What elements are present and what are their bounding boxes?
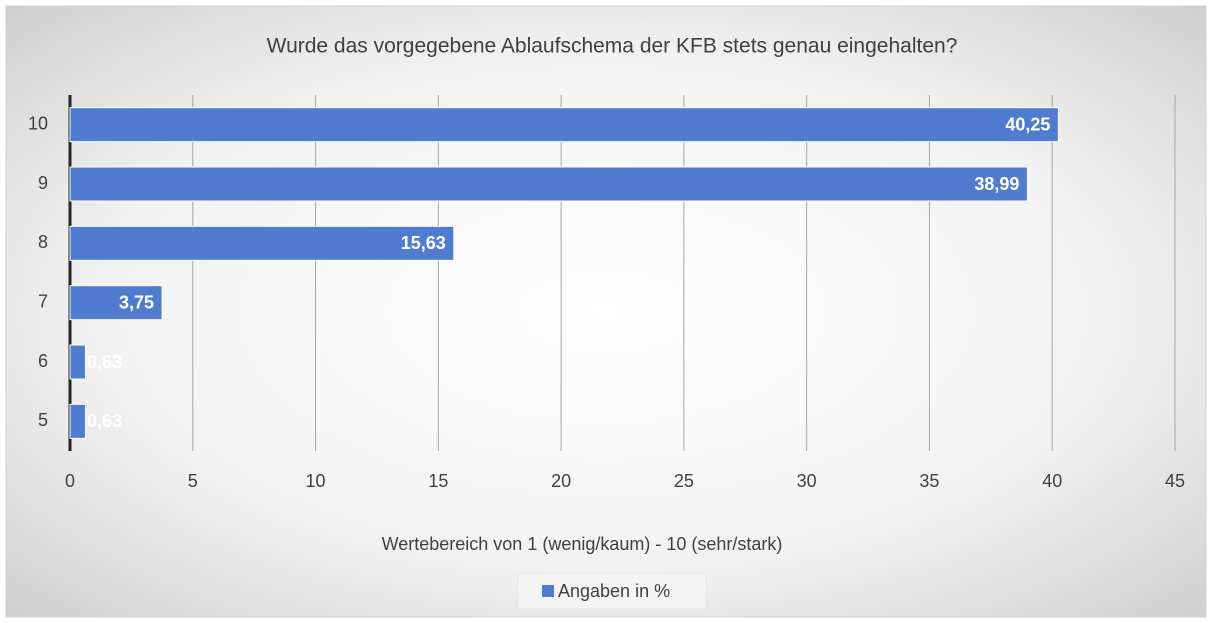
bar [69, 107, 1059, 143]
bar [69, 344, 86, 380]
x-tick-label: 40 [1042, 471, 1062, 491]
data-label: 15,63 [401, 233, 446, 253]
x-tick-label: 35 [919, 471, 939, 491]
data-label: 0,63 [87, 352, 122, 372]
legend-label: Angaben in % [558, 581, 670, 601]
data-label: 3,75 [119, 292, 154, 312]
x-axis-title: Wertebereich von 1 (wenig/kaum) - 10 (se… [382, 534, 783, 554]
data-label: 0,63 [87, 411, 122, 431]
data-label: 40,25 [1005, 114, 1050, 134]
y-tick-label: 9 [38, 173, 48, 193]
x-tick-label: 10 [306, 471, 326, 491]
chart-background [5, 5, 1207, 618]
bar [69, 166, 1028, 202]
y-tick-label: 5 [38, 410, 48, 430]
data-label: 38,99 [974, 174, 1019, 194]
y-tick-label: 7 [38, 291, 48, 311]
x-tick-label: 45 [1165, 471, 1185, 491]
y-tick-label: 6 [38, 351, 48, 371]
x-tick-label: 15 [428, 471, 448, 491]
x-tick-label: 30 [797, 471, 817, 491]
bar [69, 285, 163, 321]
x-tick-label: 25 [674, 471, 694, 491]
x-tick-label: 20 [551, 471, 571, 491]
chart-title: Wurde das vorgegebene Ablaufschema der K… [267, 35, 958, 58]
legend-swatch [542, 585, 554, 597]
x-tick-label: 0 [65, 471, 75, 491]
y-tick-label: 8 [38, 232, 48, 252]
x-tick-label: 5 [188, 471, 198, 491]
bar [69, 225, 455, 261]
y-tick-label: 10 [28, 113, 48, 133]
bar [69, 403, 86, 439]
